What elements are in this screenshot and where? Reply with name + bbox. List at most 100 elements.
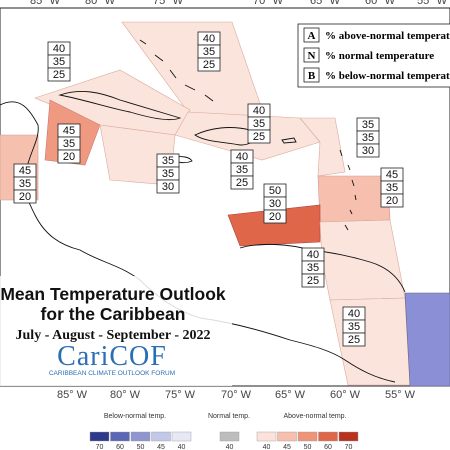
probability-cell [247,129,271,144]
normal-label: Normal temp. [208,413,250,420]
legend-key-box [303,27,320,43]
probability-value: 25 [53,69,65,81]
legend-key: N [308,50,316,62]
colorbar-tick: 45 [157,444,165,450]
colorbar-swatch [256,431,277,442]
probability-value: 30 [269,198,281,210]
legend-key-box [303,47,320,63]
colorbar-swatch [151,431,171,442]
legend-key-box [303,67,320,83]
longitude-label: 55° W [417,0,448,7]
probability-value: 25 [236,177,248,189]
colorbar-swatch [277,431,297,442]
legend-text: % above-normal temperature [325,30,450,42]
longitude-label: 85° W [30,0,61,7]
title-line-1: Mean Temperature Outlook [0,284,226,304]
below-label: Below-normal temp. [104,413,166,420]
colorbar-swatch [89,431,110,442]
colorbar-swatch [318,431,338,442]
above-label: Above-normal temp. [283,413,346,420]
probability-value: 20 [63,151,75,163]
probability-value: 45 [386,169,398,181]
colorbar-swatch [297,431,318,442]
probability-value: 35 [307,262,319,274]
longitude-label: 65° W [275,389,306,401]
coastlines [0,39,406,383]
legend-key: B [308,70,316,82]
probability-cell [356,143,380,158]
longitude-label: 85° W [57,389,88,401]
probability-value: 25 [307,275,319,287]
probability-value: 25 [203,59,215,71]
probability-cell [197,57,221,72]
colorbar: Below-normal temp. Normal temp. Above-no… [89,413,359,450]
probability-value: 35 [162,168,174,180]
probability-value: 40 [53,43,65,55]
longitude-label: 60° W [365,0,396,7]
legend-key: A [308,30,316,42]
legend-text: % normal temperature [325,50,434,62]
probability-value: 35 [63,138,75,150]
colorbar-tick: 60 [324,444,332,450]
probability-value: 35 [362,132,374,144]
colorbar-swatch [338,431,359,442]
probability-value: 35 [348,321,360,333]
period: July - August - September - 2022 [16,328,211,343]
probability-value: 35 [236,164,248,176]
probability-value: 35 [386,182,398,194]
probability-value: 25 [348,334,360,346]
probability-value: 45 [63,125,75,137]
probability-value: 40 [253,105,265,117]
probability-value: 20 [386,195,398,207]
probability-cell [47,67,71,82]
probability-value: 20 [19,191,31,203]
top-longitudes: 85° W 80° W 75° W 70° W 65° W 60° W 55° W [30,0,448,7]
bottom-longitudes: 85° W 80° W 75° W 70° W 65° W 60° W 55° W [57,389,416,401]
colorbar-tick: 45 [283,444,291,450]
probability-value: 35 [203,46,215,58]
colorbar-tick: 40 [178,444,186,450]
probability-cell [156,179,180,194]
probability-value: 35 [53,56,65,68]
colorbar-tick: 70 [96,444,104,450]
logo: CariCOF [57,341,167,372]
probability-value: 35 [362,119,374,131]
probability-value: 40 [348,308,360,320]
longitude-label: 55° W [385,389,416,401]
title-line-2: for the Caribbean [41,304,186,324]
longitude-label: 60° W [330,389,361,401]
probability-cell [263,209,287,224]
logo-subtitle: CARIBBEAN CLIMATE OUTLOOK FORUM [49,370,175,377]
probability-value: 40 [236,151,248,163]
probability-value: 40 [203,33,215,45]
colorbar-tick: 50 [137,444,145,450]
colorbar-tick: 70 [345,444,353,450]
longitude-label: 75° W [153,0,184,7]
colorbar-swatch [110,431,130,442]
colorbar-tick: 40 [226,444,234,450]
probability-boxes: 4035254035254535204535203535304035254035… [13,31,404,347]
probability-cell [380,193,404,208]
probability-value: 50 [269,185,281,197]
title-block: Mean Temperature Outlook for the Caribbe… [0,276,232,386]
probability-value: 25 [253,131,265,143]
probability-cell [342,332,366,347]
probability-value: 30 [362,145,374,157]
probability-cell [57,149,81,164]
colorbar-swatch [130,431,151,442]
colorbar-swatch [171,431,192,442]
probability-value: 20 [269,211,281,223]
probability-value: 35 [253,118,265,130]
legend: A % above-normal temperature N % normal tem… [297,23,450,88]
longitude-label: 75° W [165,389,196,401]
colorbar-tick: 60 [116,444,124,450]
probability-value: 35 [162,155,174,167]
longitude-label: 70° W [221,389,252,401]
probability-value: 45 [19,165,31,177]
longitude-label: 80° W [85,0,116,7]
probability-cell [13,189,37,204]
probability-value: 40 [307,249,319,261]
longitude-label: 70° W [253,0,284,7]
legend-text: % below-normal temperature [325,70,450,82]
